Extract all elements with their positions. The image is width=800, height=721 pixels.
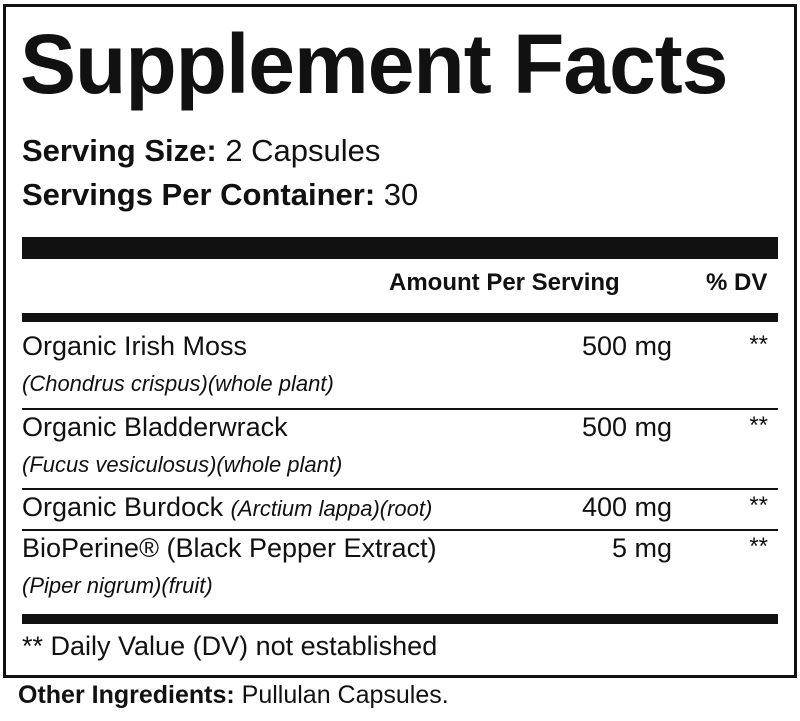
header-divider [22,313,778,322]
ingredient-source: (Chondrus crispus)(whole plant) [22,371,334,396]
other-ingredients-value: Pullulan Capsules. [241,681,449,709]
ingredient-row: BioPerine® (Black Pepper Extract) (Piper… [22,531,778,611]
ingredient-name: Organic Bladderwrack [22,412,288,442]
ingredient-source: (Fucus vesiculosus)(whole plant) [22,452,343,477]
serving-size-label: Serving Size: [22,133,217,168]
row-divider [22,408,778,410]
servings-per-container-value: 30 [383,177,419,212]
ingredient-dv: ** [749,492,768,519]
ingredient-name: Organic Burdock [22,492,224,522]
bottom-divider [22,614,778,624]
daily-value-footnote: ** Daily Value (DV) not established [22,631,438,661]
ingredient-amount: 5 mg [611,533,672,563]
supplement-facts-panel: Supplement Facts Serving Size: 2 Capsule… [3,4,797,678]
other-ingredients: Other Ingredients: Pullulan Capsules. [18,681,449,710]
ingredient-row: Organic Burdock (Arctium lappa)(root) 40… [22,490,778,530]
thick-divider-top [22,237,778,259]
ingredient-dv: ** [749,412,768,439]
ingredient-row: Organic Bladderwrack (Fucus vesiculosus)… [22,410,778,490]
ingredient-name-line: Organic Burdock (Arctium lappa)(root) [22,492,432,523]
row-divider [22,529,778,531]
ingredient-source: (Arctium lappa)(root) [230,496,433,521]
serving-size-value: 2 Capsules [225,133,381,168]
amount-per-serving-header: Amount Per Serving [389,269,620,296]
panel-title: Supplement Facts [20,17,728,111]
servings-per-container: Servings Per Container: 30 [22,175,418,215]
row-divider [22,488,778,490]
serving-size: Serving Size: 2 Capsules [22,131,380,171]
ingredient-name: BioPerine® (Black Pepper Extract) [22,533,437,563]
ingredient-dv: ** [749,331,768,358]
daily-value-header: % DV [706,269,768,296]
other-ingredients-label: Other Ingredients: [18,681,235,709]
ingredient-source: (Piper nigrum)(fruit) [22,573,213,598]
servings-per-container-label: Servings Per Container: [22,177,376,212]
ingredient-name: Organic Irish Moss [22,331,248,361]
ingredient-amount: 400 mg [581,492,672,522]
ingredient-amount: 500 mg [581,412,672,442]
ingredient-row: Organic Irish Moss (Chondrus crispus)(wh… [22,329,778,409]
ingredient-dv: ** [749,533,768,560]
ingredient-amount: 500 mg [581,331,672,361]
